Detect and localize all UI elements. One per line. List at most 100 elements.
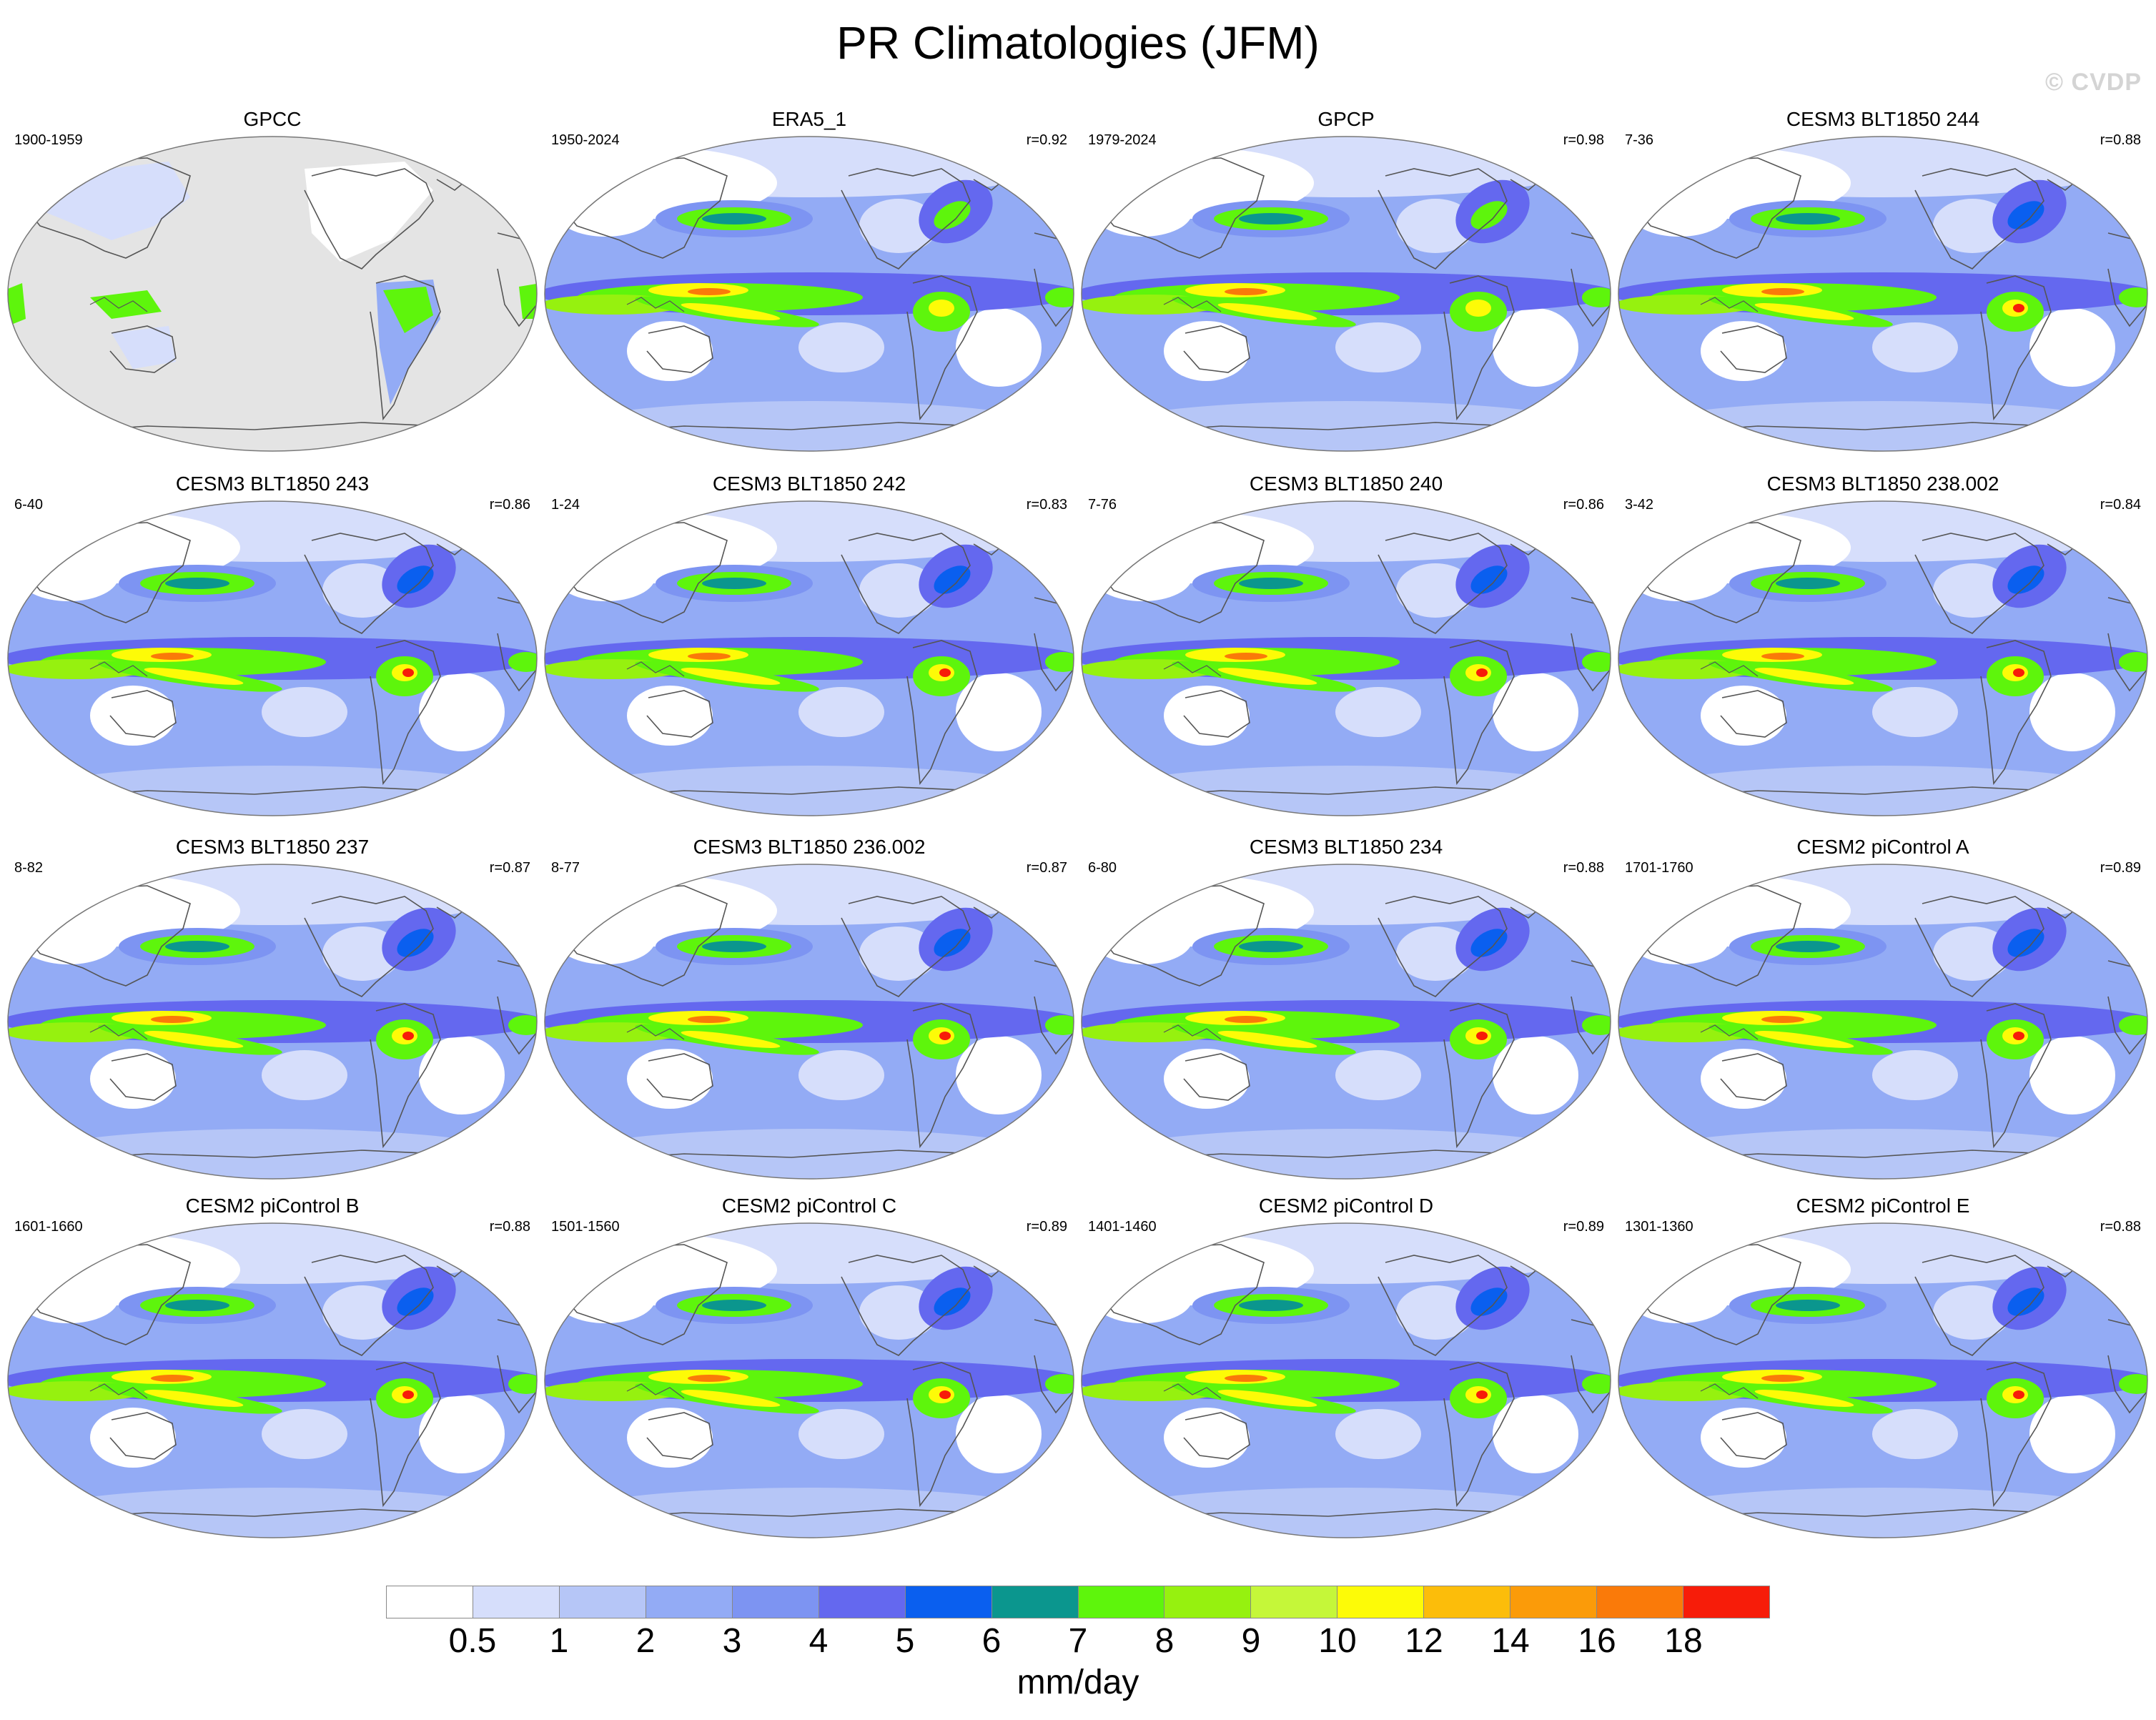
precip-map [544, 1222, 1074, 1538]
panel-years: 3-42 [1625, 497, 1654, 513]
panel-correlation: r=0.92 [1026, 132, 1067, 148]
panel-years: 8-82 [14, 860, 44, 876]
colorbar-tick-label: 6 [981, 1622, 1002, 1660]
colorbar-box [1424, 1586, 1511, 1618]
map-border [7, 136, 538, 452]
panel-correlation: r=0.87 [489, 860, 530, 876]
precip-field [1082, 1223, 1611, 1538]
map-border [544, 500, 1074, 816]
panel-title: CESM2 piControl B [185, 1195, 360, 1217]
panel-title: CESM2 piControl A [1796, 836, 1969, 858]
map-panel: CESM2 piControl D 1401-1460 r=0.89 [1078, 1194, 1614, 1544]
colorbar-box [1251, 1586, 1338, 1618]
precip-map [1081, 1222, 1611, 1538]
colorbar-box [992, 1586, 1079, 1618]
colorbar-ticks: 0.5 1 2 3 4 5 6 7 8 9 10 12 14 16 18 [386, 1620, 1770, 1663]
precip-field [1082, 501, 1611, 816]
map-border [7, 1222, 538, 1538]
precip-field [8, 864, 537, 1179]
colorbar-box [732, 1586, 819, 1618]
panel-correlation: r=0.88 [489, 1219, 530, 1235]
panel-years: 1950-2024 [551, 132, 620, 148]
precip-field [8, 1223, 537, 1538]
map-border [1618, 1222, 2148, 1538]
colorbar-tick-label: 4 [808, 1622, 829, 1660]
map-border [1618, 864, 2148, 1180]
colorbar-tick-label: 16 [1578, 1622, 1616, 1660]
colorbar-tick-label: 10 [1318, 1622, 1357, 1660]
panel-years: 1601-1660 [14, 1219, 83, 1235]
panel-years: 1979-2024 [1088, 132, 1157, 148]
precip-field [545, 501, 1074, 816]
panel-correlation: r=0.88 [1563, 860, 1604, 876]
colorbar-box [1337, 1586, 1425, 1618]
precip-map [1618, 864, 2148, 1180]
map-border [7, 864, 538, 1180]
colorbar-tick-label: 2 [636, 1622, 656, 1660]
colorbar-box [819, 1586, 906, 1618]
panel-title: CESM3 BLT1850 243 [175, 473, 370, 495]
colorbar-box [905, 1586, 992, 1618]
panel-title: GPCP [1317, 108, 1375, 130]
precip-map [544, 864, 1074, 1180]
precip-map [7, 500, 538, 816]
colorbar-box [1078, 1586, 1165, 1618]
map-panel: CESM3 BLT1850 237 8-82 r=0.87 [4, 835, 540, 1185]
colorbar-tick-label: 18 [1664, 1622, 1703, 1660]
colorbar-box [646, 1586, 733, 1618]
map-border [1618, 136, 2148, 452]
precip-field [545, 1223, 1074, 1538]
map-border [1081, 864, 1611, 1180]
map-panel: CESM3 BLT1850 236.002 8-77 r=0.87 [541, 835, 1077, 1185]
panel-years: 6-80 [1088, 860, 1117, 876]
map-panel: CESM3 BLT1850 234 6-80 r=0.88 [1078, 835, 1614, 1185]
colorbar-tick-label: 7 [1068, 1622, 1088, 1660]
precip-map [1081, 864, 1611, 1180]
figure-title: PR Climatologies (JFM) [836, 17, 1320, 69]
panel-title: CESM2 piControl D [1258, 1195, 1434, 1217]
panel-title: CESM3 BLT1850 240 [1249, 473, 1443, 495]
panel-years: 1900-1959 [14, 132, 83, 148]
panel-years: 7-36 [1625, 132, 1654, 148]
panel-correlation: r=0.98 [1563, 132, 1604, 148]
precip-field [1618, 864, 2147, 1179]
colorbar-tick-label: 14 [1491, 1622, 1530, 1660]
map-border [544, 864, 1074, 1180]
map-panel: GPCC 1900-1959 [4, 107, 540, 458]
colorbar-tick-label: 9 [1241, 1622, 1261, 1660]
panel-years: 6-40 [14, 497, 44, 513]
map-panel: CESM3 BLT1850 243 6-40 r=0.86 [4, 472, 540, 822]
precip-map [544, 500, 1074, 816]
colorbar-box [473, 1586, 560, 1618]
colorbar-box [1683, 1586, 1769, 1618]
panel-years: 1-24 [551, 497, 580, 513]
map-panel: GPCP 1979-2024 r=0.98 [1078, 107, 1614, 458]
colorbar-box [1510, 1586, 1598, 1618]
precip-map [7, 136, 538, 452]
colorbar-box [387, 1586, 473, 1618]
panel-correlation: r=0.89 [1563, 1219, 1604, 1235]
map-border [1081, 1222, 1611, 1538]
colorbar-tick-label: 12 [1405, 1622, 1443, 1660]
colorbar-tick-label: 0.5 [448, 1622, 497, 1660]
panel-correlation: r=0.88 [2100, 132, 2141, 148]
map-panel: CESM2 piControl C 1501-1560 r=0.89 [541, 1194, 1077, 1544]
colorbar-tick-label: 3 [722, 1622, 742, 1660]
map-panel: CESM2 piControl A 1701-1760 r=0.89 [1615, 835, 2151, 1185]
panel-years: 7-76 [1088, 497, 1117, 513]
panel-years: 1501-1560 [551, 1219, 620, 1235]
map-panel: CESM2 piControl B 1601-1660 r=0.88 [4, 1194, 540, 1544]
map-panel: CESM3 BLT1850 244 7-36 r=0.88 [1615, 107, 2151, 458]
map-border [1618, 500, 2148, 816]
colorbar [386, 1586, 1770, 1618]
precip-map [1081, 500, 1611, 816]
map-panel: CESM3 BLT1850 240 7-76 r=0.86 [1078, 472, 1614, 822]
panel-title: CESM3 BLT1850 242 [712, 473, 906, 495]
panel-years: 1401-1460 [1088, 1219, 1157, 1235]
cvdp-watermark: © CVDP [2045, 69, 2142, 96]
precip-field [1618, 1223, 2147, 1538]
panel-title: CESM2 piControl C [721, 1195, 897, 1217]
panel-years: 1301-1360 [1625, 1219, 1693, 1235]
panel-correlation: r=0.87 [1026, 860, 1067, 876]
panel-correlation: r=0.89 [1026, 1219, 1067, 1235]
